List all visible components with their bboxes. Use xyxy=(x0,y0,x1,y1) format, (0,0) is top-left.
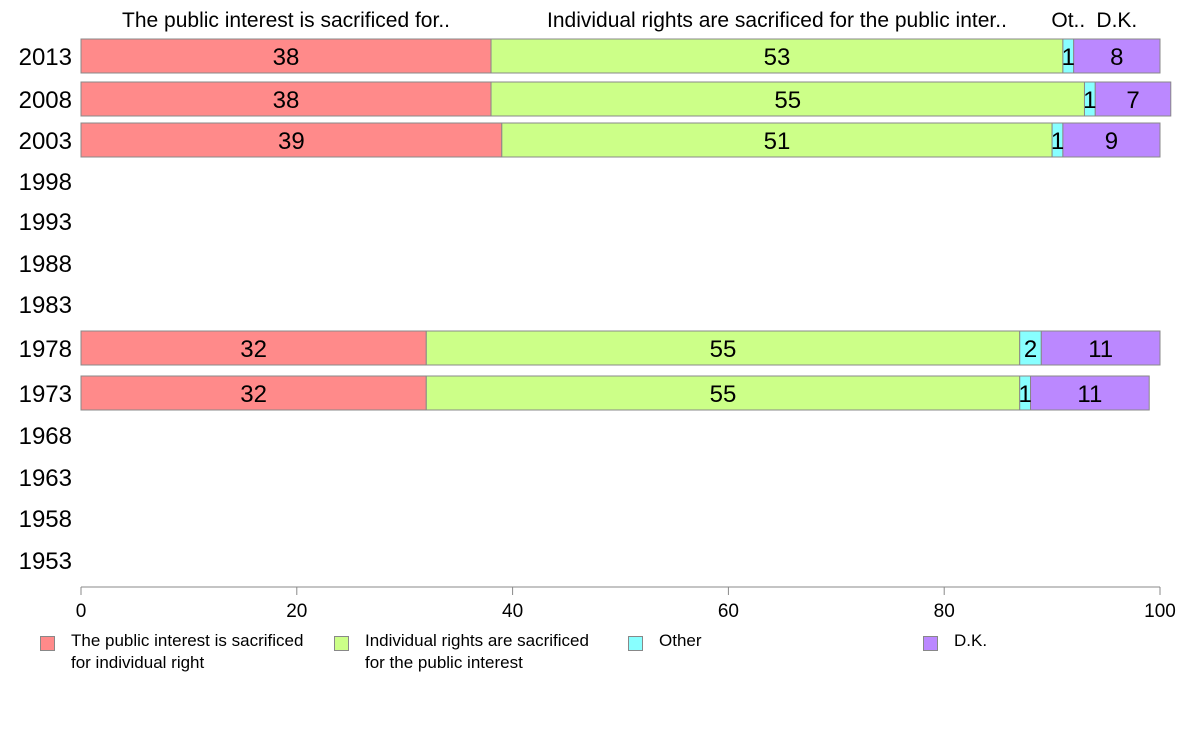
bar-value-label: 2 xyxy=(1024,336,1037,363)
year-label-1993: 1993 xyxy=(19,209,72,236)
year-label-2008: 2008 xyxy=(19,87,72,114)
year-label-2013: 2013 xyxy=(19,44,72,71)
bar-value-label: 32 xyxy=(240,336,267,363)
legend-item-dk: D.K. xyxy=(923,630,987,652)
year-label-1953: 1953 xyxy=(19,548,72,575)
legend: The public interest is sacrificed for in… xyxy=(0,630,1188,690)
bar-1978-series-3 xyxy=(1040,330,1161,366)
bar-value-label: 1 xyxy=(1083,87,1096,114)
legend-swatch xyxy=(628,636,643,651)
legend-swatch xyxy=(334,636,349,651)
bar-value-label: 11 xyxy=(1077,381,1102,408)
year-axis-labels: 2013 2008 2003 1998 1993 1988 1983 1978 1973 1968… xyxy=(19,44,72,575)
legend-label: The public interest is sacrificed for in… xyxy=(71,631,304,672)
bar-2013-series-1 xyxy=(490,38,1064,74)
bar-1978-series-1 xyxy=(425,330,1021,366)
bar-2013-series-0 xyxy=(80,38,492,74)
year-label-1973: 1973 xyxy=(19,381,72,408)
bar-1973-series-0 xyxy=(80,375,427,411)
year-label-1963: 1963 xyxy=(19,465,72,492)
legend-swatch xyxy=(923,636,938,651)
bar-value-label: 55 xyxy=(710,336,737,363)
bar-2003-series-0 xyxy=(80,122,503,158)
year-label-1998: 1998 xyxy=(19,169,72,196)
x-axis: 0 20 40 60 80 100 xyxy=(76,586,1176,622)
year-label-1968: 1968 xyxy=(19,423,72,450)
series-header-labels: The public interest is sacrificed for.. I… xyxy=(122,9,1137,32)
bar-value-label: 11 xyxy=(1088,336,1113,363)
bar-value-label: 8 xyxy=(1110,44,1123,71)
bar-value-label: 7 xyxy=(1126,87,1139,114)
series-header-label: Individual rights are sacrificed for the… xyxy=(547,9,1007,32)
bar-value-label: 55 xyxy=(774,87,801,114)
series-header-label: The public interest is sacrificed for.. xyxy=(122,9,450,32)
bar-value-label: 1 xyxy=(1051,128,1064,155)
bar-1973-series-1 xyxy=(425,375,1021,411)
bar-value-label: 38 xyxy=(273,44,300,71)
legend-item-public-interest-sacrificed: The public interest is sacrificed for in… xyxy=(40,630,303,674)
legend-label: Other xyxy=(659,631,702,650)
bar-value-label: 53 xyxy=(764,44,791,71)
x-tick-label: 80 xyxy=(934,601,955,622)
bar-2008-series-1 xyxy=(490,81,1085,117)
bar-value-label: 51 xyxy=(764,128,791,155)
bar-value-label: 32 xyxy=(240,381,267,408)
bar-value-label: 1 xyxy=(1062,44,1075,71)
bar-value-label: 1 xyxy=(1018,381,1031,408)
bar-2003-series-3 xyxy=(1062,122,1161,158)
bar-value-label: 55 xyxy=(710,381,737,408)
legend-swatch xyxy=(40,636,55,651)
series-header-label: D.K. xyxy=(1096,9,1137,32)
x-tick-label: 20 xyxy=(286,601,307,622)
bar-1973-series-3 xyxy=(1030,375,1150,411)
legend-label: Individual rights are sacrificed for the… xyxy=(365,631,589,672)
year-label-1958: 1958 xyxy=(19,506,72,533)
bar-2008-series-3 xyxy=(1094,81,1172,117)
year-label-2003: 2003 xyxy=(19,128,72,155)
series-header-label: Ot.. xyxy=(1051,9,1085,32)
bar-value-label: 38 xyxy=(273,87,300,114)
year-label-1983: 1983 xyxy=(19,292,72,319)
legend-item-individual-rights-sacrificed: Individual rights are sacrificed for the… xyxy=(334,630,589,674)
x-tick-label: 0 xyxy=(76,601,87,622)
x-tick-label: 100 xyxy=(1144,601,1176,622)
x-tick-label: 40 xyxy=(502,601,523,622)
bar-2013-series-3 xyxy=(1073,38,1161,74)
bar-value-label: 9 xyxy=(1105,128,1118,155)
year-label-1978: 1978 xyxy=(19,336,72,363)
legend-item-other: Other xyxy=(628,630,702,652)
bar-value-label: 39 xyxy=(278,128,305,155)
stacked-bar-chart: The public interest is sacrificed for.. I… xyxy=(19,9,1176,622)
bar-2003-series-1 xyxy=(501,122,1053,158)
legend-label: D.K. xyxy=(954,631,988,650)
year-label-1988: 1988 xyxy=(19,251,72,278)
x-tick-label: 60 xyxy=(718,601,739,622)
